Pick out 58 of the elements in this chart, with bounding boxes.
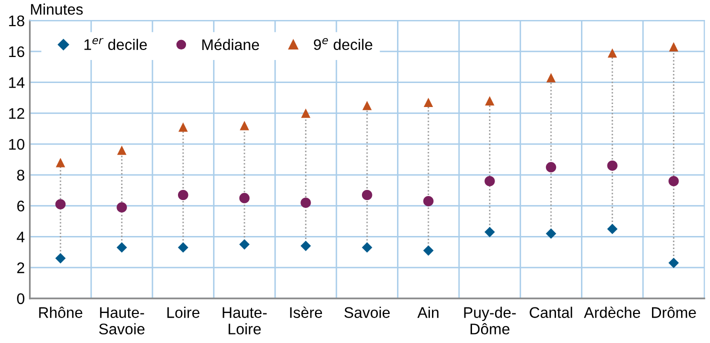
point [668, 176, 679, 186]
point [546, 73, 556, 82]
point [178, 242, 188, 253]
point [116, 242, 127, 253]
point [607, 224, 618, 234]
point [546, 162, 556, 172]
point [484, 176, 495, 186]
x-tick-label: Rhône [39, 306, 82, 318]
point [362, 100, 372, 110]
point [55, 253, 66, 264]
x-tick-label: Puy-de- Dôme [464, 306, 516, 334]
x-tick-label: Isère [290, 306, 322, 318]
y-axis-title: Minutes [31, 4, 83, 15]
y-tick-label: 14 [9, 77, 25, 88]
x-tick-label: Loire [167, 306, 200, 318]
point [362, 242, 372, 253]
point [178, 122, 188, 132]
point [546, 228, 556, 239]
y-tick-label: 6 [17, 200, 24, 212]
x-tick-label: Drôme [652, 306, 696, 318]
point [178, 190, 188, 200]
point [669, 42, 678, 52]
point [423, 196, 434, 206]
x-tick-label: Savoie [344, 306, 390, 318]
point [56, 158, 66, 168]
point [485, 96, 494, 106]
x-tick-label: Haute- Loire [222, 307, 267, 334]
point [116, 202, 127, 212]
x-tick-label: Haute- Savoie [99, 307, 144, 334]
point [117, 146, 126, 155]
point [301, 108, 310, 118]
point [239, 239, 250, 250]
y-tick-label: 8 [17, 170, 24, 181]
point [607, 160, 618, 171]
x-tick-label: Ain [417, 306, 438, 318]
point [423, 245, 434, 256]
point [484, 226, 495, 238]
y-tick-label: 10 [9, 138, 24, 150]
y-tick-label: 16 [9, 46, 24, 58]
point [608, 48, 617, 58]
point [668, 258, 679, 268]
y-tick-label: 12 [9, 108, 24, 119]
point [240, 120, 250, 130]
x-tick-label: Ardèche [584, 306, 640, 318]
point [300, 240, 311, 252]
point [424, 98, 434, 108]
y-tick-label: 18 [9, 15, 24, 26]
point [239, 192, 250, 204]
point [362, 190, 372, 200]
point [300, 198, 311, 208]
legend-label: Médiane [202, 38, 260, 50]
legend-label: 9$^{e}$ decile [314, 38, 372, 50]
point [55, 199, 66, 210]
y-tick-label: 2 [17, 262, 24, 274]
legend-label: 1$^{er}$ decile [84, 38, 147, 50]
y-tick-label: 0 [17, 293, 24, 304]
y-tick-label: 4 [16, 232, 25, 242]
x-tick-label: Cantal [530, 306, 572, 318]
